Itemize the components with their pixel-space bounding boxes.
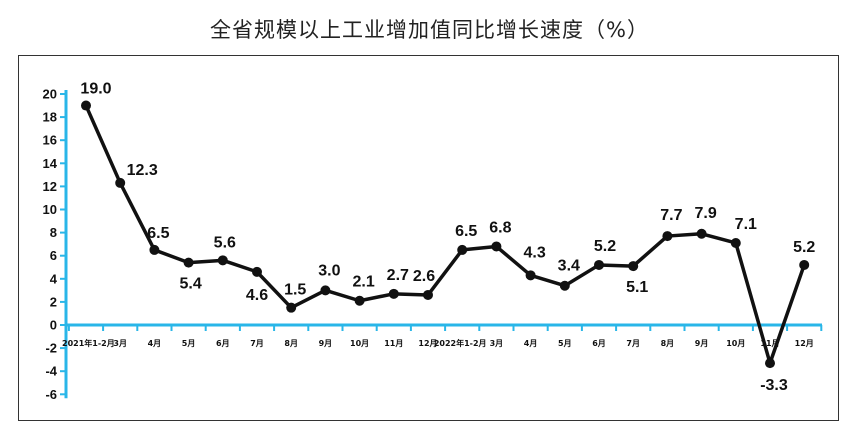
- data-label: 5.2: [793, 239, 815, 256]
- data-point: [252, 266, 262, 277]
- data-point: [286, 302, 297, 313]
- y-tick-label: 12: [43, 179, 57, 194]
- data-point: [628, 261, 639, 272]
- x-tick-label: 11月: [760, 339, 779, 348]
- x-tick-label: 9月: [319, 339, 333, 348]
- chart-title: 全省规模以上工业增加值同比增长速度（%）: [210, 18, 649, 42]
- y-tick-label: 16: [43, 133, 57, 148]
- x-tick-label: 6月: [592, 339, 606, 348]
- data-label: 7.1: [735, 216, 757, 233]
- data-point: [183, 257, 194, 268]
- data-point: [388, 288, 399, 299]
- x-tick-label: 12月: [795, 339, 814, 348]
- x-tick-label: 3月: [113, 339, 127, 348]
- data-label: 5.2: [594, 238, 616, 255]
- y-tick-label: 0: [50, 318, 57, 333]
- data-point: [217, 255, 228, 266]
- x-tick-label: 10月: [350, 339, 369, 348]
- x-tick-label: 3月: [490, 339, 504, 348]
- y-tick-label: 4: [50, 271, 58, 286]
- data-label: 5.1: [626, 279, 648, 296]
- x-tick-label: 2022年1-2月: [434, 338, 487, 348]
- x-tick-label: 8月: [284, 339, 298, 348]
- data-label: 12.3: [127, 162, 158, 179]
- x-tick-label: 8月: [661, 339, 675, 348]
- data-label: 2.7: [387, 267, 409, 284]
- data-point: [149, 244, 160, 255]
- x-tick-label: 4月: [148, 339, 162, 348]
- y-tick-label: 14: [43, 156, 58, 171]
- x-tick-label: 11月: [384, 339, 403, 348]
- data-point: [765, 358, 775, 369]
- data-point: [730, 237, 741, 248]
- data-point: [799, 259, 810, 270]
- x-tick-label: 12月: [418, 339, 437, 348]
- data-point: [354, 295, 365, 306]
- x-tick-label: 4月: [524, 339, 538, 348]
- data-label: 2.6: [413, 268, 435, 285]
- y-tick-label: 20: [43, 87, 57, 102]
- y-tick-label: 6: [50, 248, 57, 263]
- data-point: [115, 177, 126, 188]
- data-label: 6.5: [455, 223, 477, 240]
- data-label: 1.5: [284, 282, 306, 299]
- data-point: [594, 259, 604, 270]
- y-tick-label: 18: [43, 110, 57, 125]
- x-tick-label: 6月: [216, 339, 230, 348]
- x-tick-label: 10月: [726, 339, 745, 348]
- data-point: [320, 285, 331, 296]
- x-tick-label: 5月: [182, 339, 196, 348]
- chart-frame: [18, 55, 839, 421]
- data-point: [662, 231, 673, 242]
- y-tick-label: -2: [45, 341, 57, 356]
- data-label: 6.5: [147, 225, 169, 242]
- data-label: 5.6: [214, 234, 236, 251]
- data-point: [423, 289, 433, 300]
- data-label: 7.7: [660, 207, 682, 224]
- data-label: 4.3: [523, 244, 545, 261]
- y-tick-label: -4: [45, 364, 57, 379]
- data-point: [457, 244, 468, 255]
- data-label: 5.4: [179, 276, 201, 293]
- data-label: -3.3: [760, 377, 788, 394]
- x-tick-label: 2021年1-2月: [62, 338, 115, 348]
- data-label: 4.6: [246, 287, 268, 304]
- data-label: 19.0: [80, 81, 111, 98]
- x-tick-label: 9月: [695, 339, 709, 348]
- data-label: 2.1: [352, 274, 374, 291]
- y-tick-label: 2: [50, 294, 57, 309]
- data-label: 3.0: [318, 262, 340, 279]
- series-line: [84, 104, 806, 365]
- data-point: [696, 228, 707, 239]
- y-tick-label: -6: [45, 387, 57, 402]
- data-point: [559, 280, 570, 291]
- data-label: 6.8: [489, 219, 511, 236]
- data-label: 3.4: [558, 258, 580, 275]
- x-tick-label: 5月: [558, 339, 572, 348]
- y-tick-label: 8: [50, 225, 57, 240]
- x-tick-label: 7月: [626, 339, 640, 348]
- data-point: [81, 100, 91, 111]
- data-point: [491, 241, 502, 252]
- y-tick-label: 10: [43, 202, 57, 217]
- x-tick-label: 7月: [250, 339, 264, 348]
- data-point: [525, 270, 536, 281]
- data-label: 7.9: [694, 205, 716, 222]
